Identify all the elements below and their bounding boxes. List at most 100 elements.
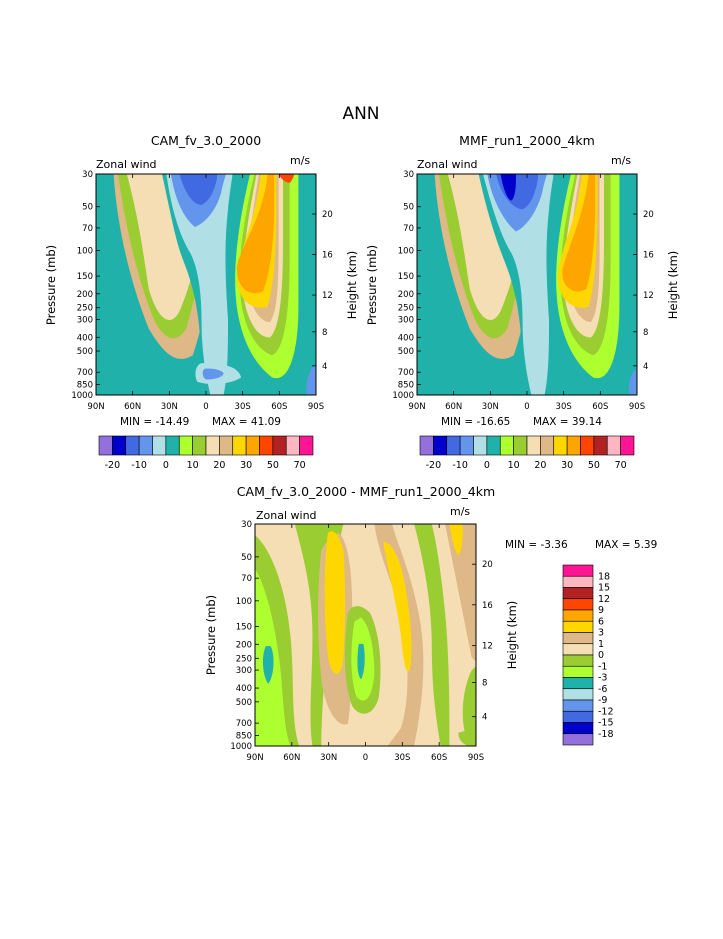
x-tick-label: 60S: [271, 402, 287, 412]
colorbar-label: 6: [598, 616, 604, 627]
colorbar-swatch: [562, 620, 594, 633]
x-tick-label: 30S: [235, 402, 251, 412]
colorbar-swatch: [562, 710, 594, 723]
colorbar-swatch: [562, 722, 594, 735]
x-tick-label: 90S: [468, 753, 484, 763]
x-tick-label: 0: [524, 402, 529, 412]
colorbar-label: -20: [105, 460, 121, 471]
colorbar-swatch: [272, 435, 287, 456]
contour-band: [357, 643, 365, 680]
colorbar-swatch: [446, 435, 461, 456]
contour-band: [414, 524, 450, 746]
y-tick-label: 100: [398, 246, 414, 256]
colorbar-swatch: [138, 435, 153, 456]
colorbar-swatch: [125, 435, 140, 456]
contour-band: [306, 364, 316, 395]
y-tick-label: 30: [241, 520, 252, 530]
contour-band: [374, 524, 424, 746]
panel-mmf-field: [434, 174, 637, 395]
y-tick-label: 150: [398, 272, 414, 282]
y-tick-label: 250: [77, 304, 93, 314]
y-tick-label: 700: [77, 368, 93, 378]
contour-band: [202, 368, 224, 380]
panel-diff-max: MAX = 5.39: [595, 539, 657, 551]
y-tick-label: 50: [403, 203, 414, 213]
colorbar-swatch: [562, 575, 594, 588]
y2-tick-label: 16: [643, 250, 654, 260]
colorbar-label: 30: [240, 460, 252, 471]
y-tick-label: 200: [398, 290, 414, 300]
colorbar-swatch: [499, 435, 514, 456]
colorbar-swatch: [562, 598, 594, 611]
colorbar-swatch: [486, 435, 501, 456]
colorbar-label: 70: [615, 460, 627, 471]
y2-tick-label: 8: [643, 328, 648, 338]
colorbar-swatch: [540, 435, 555, 456]
colorbar-swatch: [98, 435, 113, 456]
colorbar-swatch: [593, 435, 608, 456]
panel-mmf-units: m/s: [611, 154, 631, 167]
y2-tick-label: 8: [482, 679, 487, 689]
colorbar-swatch: [606, 435, 621, 456]
y-tick-label: 100: [236, 597, 252, 607]
panel-cam-variable: Zonal wind: [96, 158, 157, 171]
x-tick-label: 60N: [445, 402, 462, 412]
colorbar-label: -1: [598, 661, 607, 672]
colorbar-label: 9: [598, 605, 604, 616]
panel-diff-units: m/s: [450, 505, 470, 518]
panel-cam: CAM_fv_3.0_2000 Zonal wind m/s 90N 60N 30N…: [44, 133, 359, 471]
y-tick-label: 70: [82, 224, 93, 234]
panel-mmf-title: MMF_run1_2000_4km: [459, 133, 595, 148]
colorbar-swatch: [259, 435, 274, 456]
panel-cam-ylabel: Pressure (mb): [44, 245, 58, 325]
colorbar-swatch: [526, 435, 541, 456]
x-tick-label: 60S: [592, 402, 608, 412]
y-tick-label: 200: [236, 640, 252, 650]
x-tick-label: 60S: [431, 753, 447, 763]
y2-tick-label: 4: [322, 362, 327, 372]
colorbar-swatch: [562, 632, 594, 645]
contour-band: [628, 368, 637, 395]
panel-cam-units: m/s: [290, 154, 310, 167]
y-tick-label: 150: [77, 272, 93, 282]
panel-cam-max: MAX = 41.09: [212, 416, 281, 428]
y-tick-label: 700: [398, 368, 414, 378]
panel-diff-axes: 90N 60N 30N 0 30S 60S 90S 30 50 70 100 150 200 250 300…: [230, 520, 492, 763]
colorbar-label: -15: [598, 718, 614, 729]
panel-mmf-variable: Zonal wind: [417, 158, 478, 171]
panel-mmf: MMF_run1_2000_4km Zonal wind m/s 90N 60N 3…: [365, 133, 680, 471]
x-tick-label: 30N: [161, 402, 178, 412]
colorbar-label: -18: [598, 729, 614, 740]
colorbar-label: -12: [598, 706, 614, 717]
x-tick-label: 60N: [283, 753, 300, 763]
colorbar-swatch: [165, 435, 180, 456]
y-tick-label: 50: [82, 203, 93, 213]
colorbar-swatch: [562, 654, 594, 667]
colorbar-swatch: [433, 435, 448, 456]
y-tick-label: 300: [236, 666, 252, 676]
colorbar-swatch: [232, 435, 247, 456]
y2-tick-label: 8: [322, 328, 327, 338]
y-tick-label: 400: [77, 333, 93, 343]
panel-diff-ylabel: Pressure (mb): [204, 595, 218, 675]
y2-tick-label: 20: [322, 210, 333, 220]
x-tick-label: 90N: [408, 402, 425, 412]
colorbar-swatch: [152, 435, 167, 456]
x-tick-label: 60N: [124, 402, 141, 412]
colorbar-swatch: [513, 435, 528, 456]
colorbar-label: 50: [267, 460, 279, 471]
panel-cam-field: [113, 174, 316, 395]
colorbar-swatch: [562, 564, 594, 577]
colorbar-label: 0: [163, 460, 169, 471]
panel-diff-title: CAM_fv_3.0_2000 - MMF_run1_2000_4km: [237, 484, 495, 499]
contour-band: [383, 541, 412, 672]
x-tick-label: 0: [363, 753, 368, 763]
colorbar-swatch: [562, 677, 594, 690]
y-tick-label: 200: [77, 290, 93, 300]
x-tick-label: 30S: [394, 753, 410, 763]
colorbar-swatch: [562, 688, 594, 701]
y-tick-label: 500: [77, 347, 93, 357]
colorbar-swatch: [580, 435, 595, 456]
